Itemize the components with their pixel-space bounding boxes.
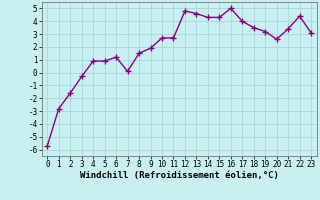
X-axis label: Windchill (Refroidissement éolien,°C): Windchill (Refroidissement éolien,°C) [80, 171, 279, 180]
